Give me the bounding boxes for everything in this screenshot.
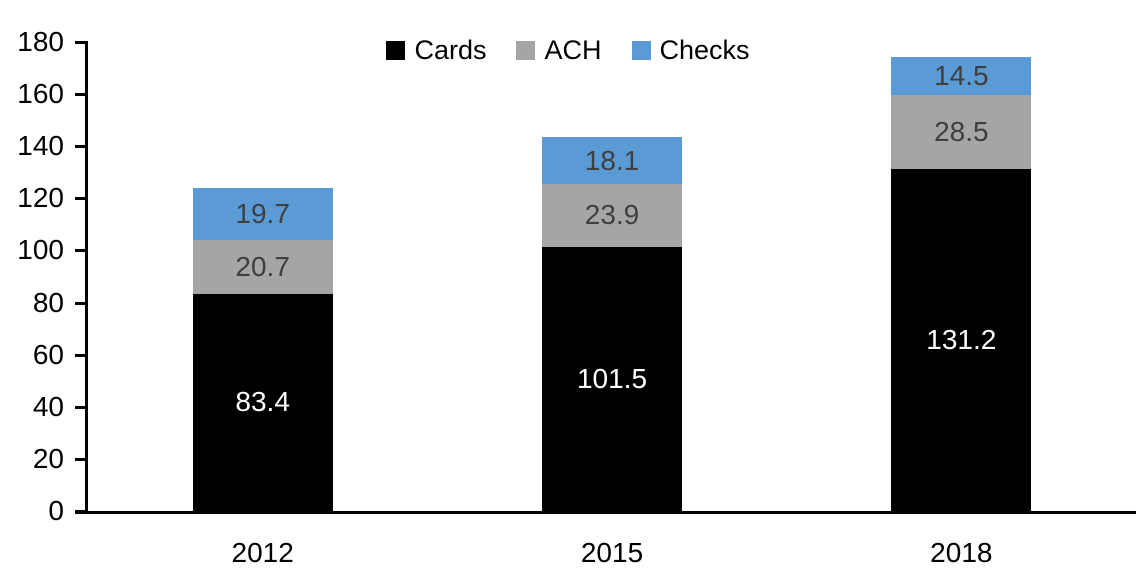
- y-tick-label: 120: [17, 182, 64, 214]
- y-tick-mark: [75, 249, 88, 253]
- bar-value-label: 14.5: [934, 59, 989, 91]
- bar-value-label: 83.4: [235, 386, 290, 418]
- legend-label: ACH: [544, 34, 602, 65]
- bar-value-label: 131.2: [926, 324, 997, 356]
- y-tick-mark: [75, 353, 88, 357]
- legend-label: Checks: [659, 34, 750, 65]
- bar-value-label: 19.7: [235, 198, 290, 230]
- y-tick-label: 160: [17, 78, 64, 110]
- bar-segment-cards-2015: 101.5: [542, 246, 682, 511]
- bar-value-label: 101.5: [576, 362, 648, 394]
- bar-segment-checks-2015: 18.1: [542, 137, 682, 185]
- y-tick-label: 180: [17, 26, 64, 57]
- bar-segment-checks-2018: 14.5: [891, 57, 1032, 95]
- legend-swatch-cards: [386, 40, 406, 60]
- y-axis-line: [85, 42, 88, 514]
- y-tick-mark: [75, 145, 88, 149]
- y-tick-mark: [75, 41, 88, 44]
- legend-item-cards: Cards: [386, 34, 487, 65]
- bar-value-label: 23.9: [584, 199, 640, 231]
- y-tick-mark: [75, 405, 88, 409]
- y-tick-mark: [75, 197, 88, 201]
- y-tick-mark: [75, 301, 88, 305]
- y-tick-label: 140: [17, 130, 64, 162]
- bar-value-label: 20.7: [235, 250, 290, 282]
- y-tick-label: 100: [17, 234, 64, 266]
- legend-item-ach: ACH: [516, 34, 602, 65]
- y-tick-label: 0: [48, 495, 64, 526]
- bar-segment-cards-2012: 83.4: [192, 293, 333, 511]
- legend-swatch-checks: [631, 40, 651, 60]
- legend-label: Cards: [414, 34, 487, 65]
- y-tick-label: 20: [32, 442, 64, 474]
- bar-value-label: 28.5: [934, 116, 989, 148]
- y-tick-label: 40: [32, 390, 64, 422]
- y-tick-label: 80: [32, 286, 64, 318]
- x-tick-label-2015: 2015: [580, 537, 644, 568]
- bar-segment-ach-2012: 20.7: [192, 239, 333, 294]
- y-tick-mark: [75, 457, 88, 461]
- x-tick-label-2012: 2012: [231, 537, 294, 568]
- legend-item-checks: Checks: [631, 34, 750, 65]
- chart-legend: Cards ACH Checks: [0, 30, 1136, 70]
- bar-segment-ach-2015: 23.9: [542, 184, 682, 247]
- x-axis-line: [75, 511, 1136, 514]
- x-tick-label-2018: 2018: [930, 537, 993, 568]
- y-tick-mark: [75, 93, 88, 97]
- y-tick-label: 60: [32, 338, 64, 370]
- bar-segment-ach-2018: 28.5: [891, 94, 1032, 170]
- bar-segment-cards-2018: 131.2: [891, 169, 1032, 511]
- bar-value-label: 18.1: [584, 144, 640, 176]
- bar-segment-checks-2012: 19.7: [192, 188, 333, 240]
- legend-swatch-ach: [516, 40, 536, 60]
